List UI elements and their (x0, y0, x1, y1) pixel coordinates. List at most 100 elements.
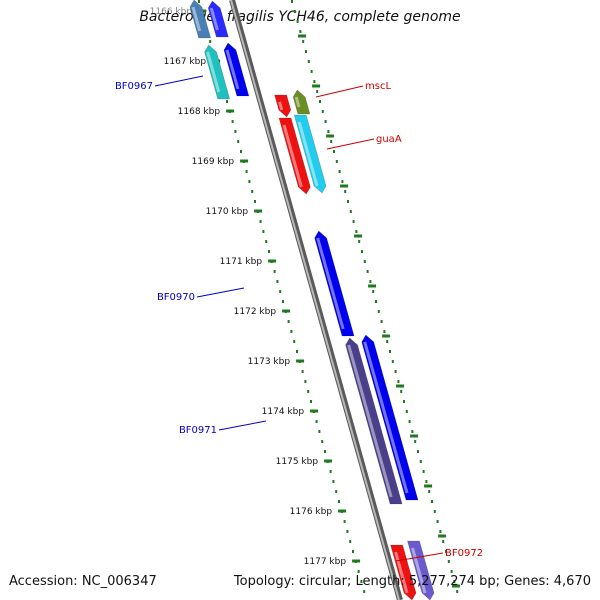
gene-arrow[interactable] (314, 230, 355, 337)
ruler-dot-left (346, 530, 349, 533)
gene-arrow-highlight (297, 121, 319, 187)
ruler-dot-left (237, 140, 240, 143)
gene-arrow-highlight (316, 237, 345, 330)
tick-mark-left (282, 309, 291, 313)
gene-arrow-highlight (394, 551, 409, 594)
ruler-dot-right (352, 220, 355, 223)
gene-label[interactable]: BF0971 (179, 425, 217, 436)
ruler-dot-left (254, 200, 256, 203)
gene-label[interactable]: mscL (365, 81, 391, 92)
ruler-dot-right (431, 500, 433, 503)
ruler-dot-right (335, 160, 338, 163)
tick-mark-left (254, 209, 263, 213)
accession-text: Accession: NC_006347 (9, 574, 157, 589)
gene-label-leader (326, 138, 375, 150)
gene-arrow[interactable] (390, 544, 417, 600)
gene-arrow-highlight (410, 547, 427, 594)
gene-label[interactable]: BF0967 (115, 81, 153, 92)
ruler-dot-right (330, 140, 333, 143)
ruler-dot-left (248, 180, 251, 183)
ruler-dot-right (403, 400, 405, 403)
gene-layer (189, 0, 435, 600)
ruler-dot-right (419, 460, 422, 463)
kbp-tick-label: 1166 kbp (150, 7, 193, 17)
ruler-dot-right (442, 540, 445, 543)
gene-label-leader (395, 552, 444, 562)
ruler-dot-left (226, 100, 228, 103)
ruler-dot-right (291, 0, 293, 3)
ruler-dot-left (338, 500, 340, 503)
gene-arrow[interactable] (407, 540, 435, 600)
tick-mark-left (226, 109, 235, 113)
ruler-dot-right (349, 210, 352, 213)
ruler-dot-right (363, 260, 366, 263)
ruler-layer (198, 0, 461, 593)
tick-mark-right (424, 484, 433, 488)
gene-arrow[interactable] (292, 89, 311, 115)
ruler-dot-right (422, 470, 425, 473)
gene-arrow-highlight (347, 344, 393, 498)
gene-arrow[interactable] (274, 94, 292, 118)
ruler-dot-left (251, 190, 254, 193)
gene-arrow-highlight (282, 124, 303, 188)
gene-label-layer: BF0967 mscL guaA BF0970 BF0971 BF0972 (115, 75, 483, 562)
kbp-tick-label: 1175 kbp (276, 457, 319, 467)
tick-mark-right (312, 84, 321, 88)
ruler-dot-right (338, 170, 341, 173)
ruler-dot-right (391, 360, 394, 363)
ruler-dot-right (439, 530, 442, 533)
gene-arrow[interactable] (345, 337, 403, 505)
tick-mark-right (298, 34, 307, 38)
kbp-tick-label: 1169 kbp (192, 157, 235, 167)
ruler-dot-right (397, 380, 400, 383)
tick-mark-left (310, 409, 319, 413)
ruler-dot-right (428, 490, 431, 493)
gene-arrow[interactable] (189, 0, 212, 39)
kbp-tick-label: 1173 kbp (248, 357, 291, 367)
ruler-dot-left (343, 520, 346, 523)
ruler-dot-left (315, 420, 318, 423)
gene-arrow-highlight (191, 6, 202, 32)
kbp-tick-label: 1177 kbp (304, 557, 347, 567)
ruler-dot-left (290, 330, 293, 333)
ruler-dot-left (198, 0, 200, 3)
tick-mark-right (354, 234, 363, 238)
kbp-tick-label: 1172 kbp (234, 307, 277, 317)
tick-mark-right (326, 134, 335, 138)
ruler-dot-right (445, 550, 447, 553)
ruler-dot-left (321, 440, 324, 443)
ruler-dot-left (240, 150, 242, 153)
gene-label-leader (196, 287, 245, 298)
ruler-dot-right (394, 370, 397, 373)
tick-mark-right (396, 384, 405, 388)
gene-arrow[interactable] (223, 42, 250, 97)
ruler-dot-left (304, 380, 307, 383)
gene-arrow-highlight (278, 101, 284, 111)
ruler-dot-right (321, 110, 324, 113)
ruler-dot-right (380, 320, 383, 323)
ruler-dot-right (377, 310, 380, 313)
gene-label[interactable]: BF0972 (445, 548, 483, 559)
tick-mark-left (296, 359, 305, 363)
gene-arrow[interactable] (293, 114, 327, 194)
gene-arrow[interactable] (361, 334, 419, 501)
gene-label[interactable]: BF0970 (157, 292, 195, 303)
ruler-dot-right (372, 290, 375, 293)
ruler-dot-left (363, 590, 366, 593)
ruler-dot-right (366, 270, 369, 273)
ruler-dot-left (234, 130, 237, 133)
gene-arrow[interactable] (278, 117, 311, 195)
ruler-dot-right (310, 70, 313, 73)
gene-arrow-highlight (206, 51, 221, 93)
gene-arrow[interactable] (204, 44, 231, 100)
gene-arrow[interactable] (207, 0, 229, 38)
gene-label[interactable]: guaA (376, 134, 402, 145)
ruler-dot-right (425, 480, 428, 483)
ruler-dot-left (318, 430, 321, 433)
backbone-highlight (230, 0, 400, 600)
ruler-dot-left (265, 240, 268, 243)
tick-mark-right (438, 534, 447, 538)
ruler-dot-right (450, 570, 453, 573)
ruler-dot-left (301, 370, 304, 373)
